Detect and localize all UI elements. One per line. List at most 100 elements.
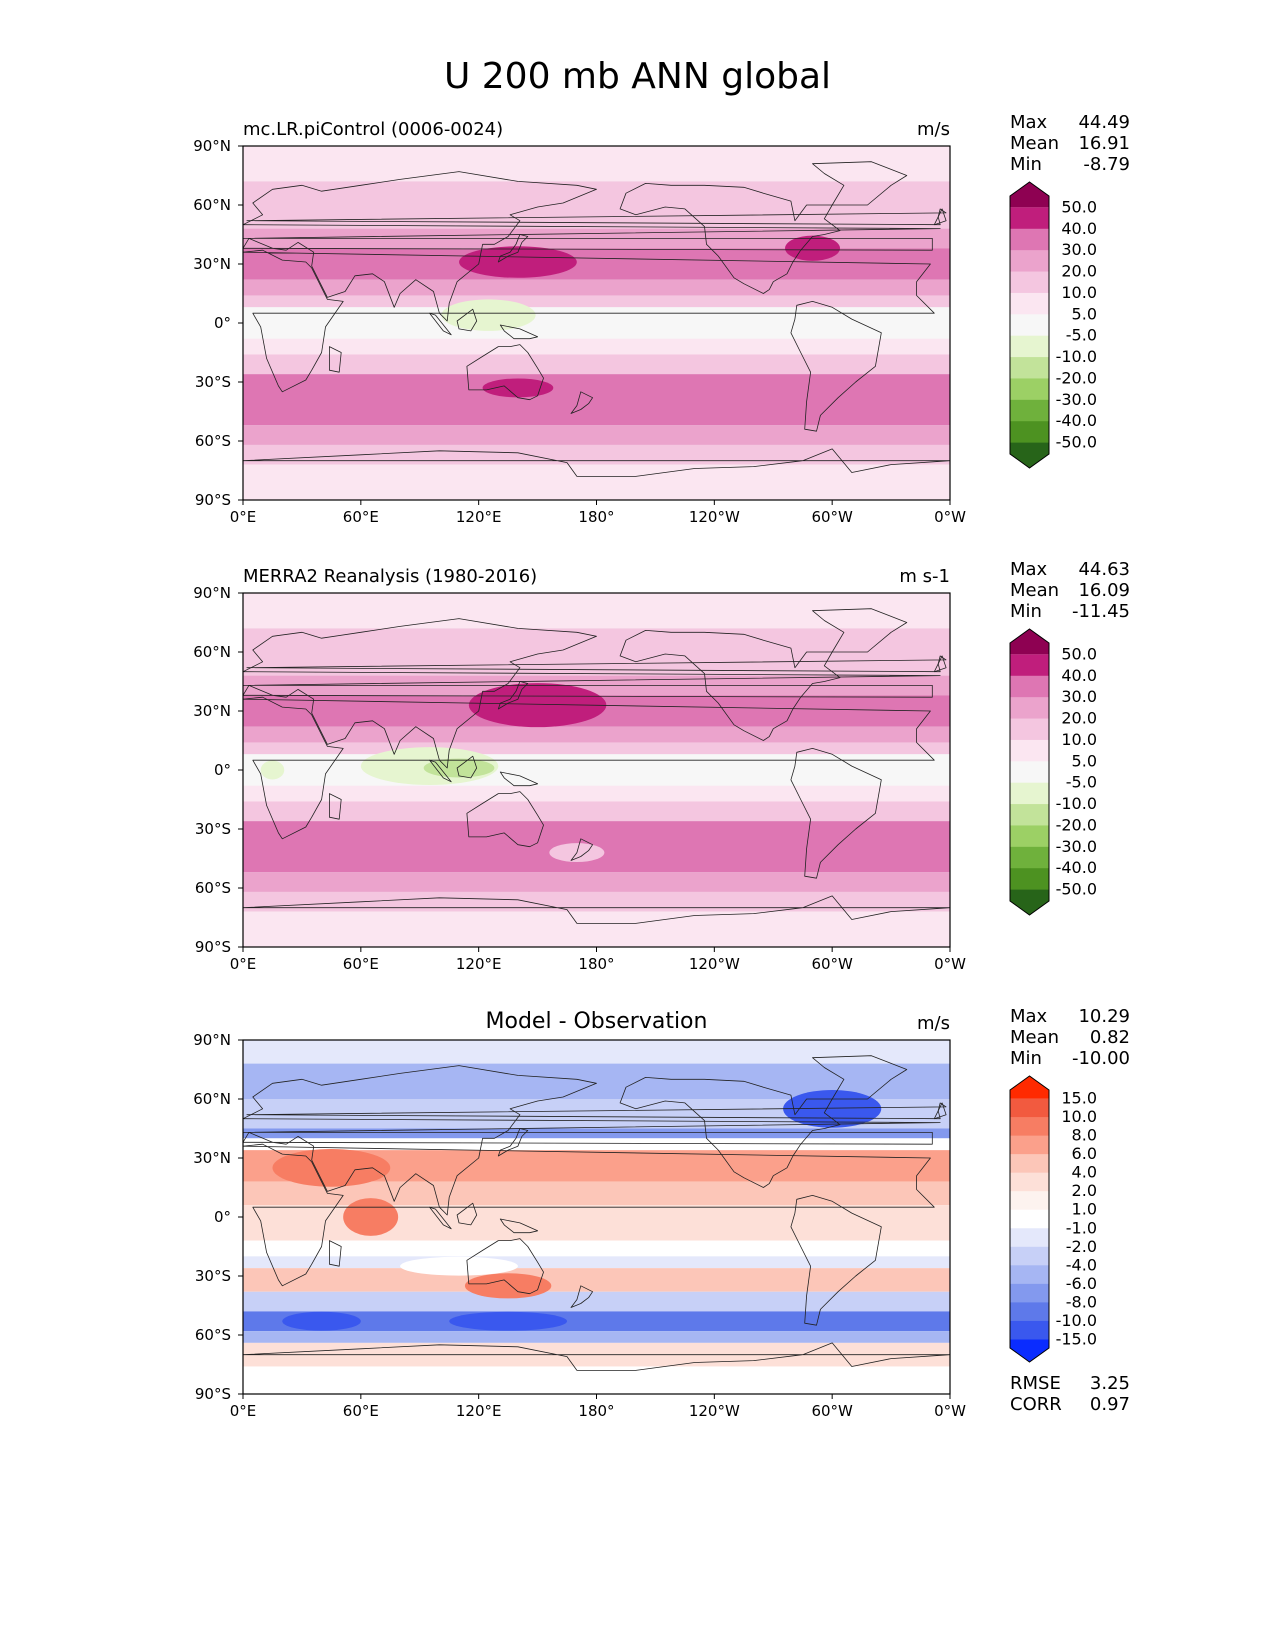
coastline-newzealand	[570, 1285, 593, 1308]
lat-tick-label: 30°N	[193, 1149, 231, 1167]
contour-band	[243, 307, 950, 339]
contour-patch	[260, 760, 285, 780]
stat-value-min: -10.00	[1072, 1048, 1130, 1069]
coastline-newguinea	[499, 324, 538, 340]
lon-tick-label: 0°W	[934, 508, 966, 526]
colorbar-label: -8.0	[1066, 1292, 1097, 1311]
stat-label-max: Max	[1010, 1006, 1048, 1027]
stat-value-max: 10.29	[1078, 1006, 1130, 1027]
lon-tick-label: 180°	[578, 1402, 614, 1420]
contour-band	[243, 754, 950, 786]
colorbar-segment	[1010, 378, 1049, 401]
contour-patch	[785, 235, 841, 261]
lat-tick-label: 60°S	[195, 432, 231, 450]
coastline-africa	[242, 1143, 935, 1287]
stat-value-mean: 16.91	[1078, 133, 1130, 154]
stat-label-max: Max	[1010, 112, 1048, 133]
coastline-australia	[466, 1238, 544, 1295]
lat-tick-label: 90°N	[193, 584, 231, 602]
colorbar-label: -30.0	[1056, 837, 1097, 856]
coastline-japan	[497, 234, 529, 263]
coastline-antarctica	[242, 448, 951, 477]
panel-reference-merra2: 90°N 60°N 30°N 0° 30°S 60°S 90°S0°E 60°E 120°E 18…	[193, 559, 1130, 973]
panel-test-model: 90°N 60°N 30°N 0° 30°S 60°S 90°S0°E 60°E 120°E 18…	[193, 112, 1130, 526]
coastline-britain2	[933, 1102, 947, 1120]
colorbar-segment	[1010, 1154, 1049, 1174]
colorbar-label: 10.0	[1061, 1107, 1097, 1126]
colorbar-label: -40.0	[1056, 858, 1097, 877]
contour-band	[243, 726, 950, 743]
lat-tick-label: 30°S	[195, 1267, 231, 1285]
lat-tick-label: 30°N	[193, 255, 231, 273]
colorbar-label: 50.0	[1061, 644, 1097, 663]
coastline-madagascar	[329, 793, 342, 820]
coastline-newguinea	[499, 771, 538, 787]
lat-tick-label: 60°N	[193, 643, 231, 661]
lat-tick-label: 30°S	[195, 820, 231, 838]
contour-patch	[423, 758, 495, 778]
contour-band	[243, 742, 950, 755]
contour-band	[243, 354, 950, 375]
coastline-sumatra	[429, 312, 452, 336]
colorbar-outline	[1009, 1075, 1050, 1363]
stat-label-mean: Mean	[1010, 133, 1059, 154]
colorbar-segment	[1010, 1283, 1049, 1303]
stat-value-max: 44.49	[1078, 112, 1130, 133]
lon-tick-label: 60°E	[343, 955, 379, 973]
colorbar-label: 10.0	[1061, 730, 1097, 749]
lon-tick-label: 120°E	[456, 508, 502, 526]
colorbar-label: 4.0	[1072, 1163, 1097, 1182]
colorbar-segment	[1010, 1339, 1049, 1362]
colorbar: 50.0 40.0 30.0 20.0 10.0 5.0 -5.0 -10.0 -20.0 -30…	[1009, 628, 1097, 916]
lat-tick-label: 90°S	[195, 491, 231, 509]
colorbar-label: -10.0	[1056, 794, 1097, 813]
colorbar-segment	[1010, 399, 1049, 422]
colorbar-label: 1.0	[1072, 1200, 1097, 1219]
coastline-greenland	[812, 1055, 908, 1100]
colorbar-segment	[1010, 421, 1049, 444]
colorbar-segment	[1010, 357, 1049, 379]
coastline-eurasia	[242, 171, 941, 322]
colorbar-label: -20.0	[1056, 368, 1097, 387]
contour-band	[243, 911, 950, 947]
contour-band	[243, 464, 950, 500]
lon-tick-label: 60°E	[343, 508, 379, 526]
colorbar-segment	[1010, 292, 1049, 315]
coastline-newzealand	[570, 838, 593, 861]
contour-band	[243, 1256, 950, 1269]
contour-band	[243, 1331, 950, 1343]
colorbar-label: -50.0	[1056, 880, 1097, 899]
colorbar-segment	[1010, 1265, 1049, 1285]
contour-band	[243, 1040, 950, 1064]
figure-title: U 200 mb ANN global	[443, 56, 832, 97]
stat-value-mean: 0.82	[1090, 1027, 1130, 1048]
colorbar-segment	[1010, 207, 1049, 230]
colorbar-label: 5.0	[1072, 304, 1097, 323]
colorbar-label: 2.0	[1072, 1181, 1097, 1200]
colorbar-label: 50.0	[1061, 197, 1097, 216]
lat-tick-label: 90°N	[193, 137, 231, 155]
lat-tick-label: 60°S	[195, 879, 231, 897]
lon-tick-label: 180°	[578, 508, 614, 526]
colorbar-segment	[1010, 1098, 1049, 1118]
lon-tick-label: 60°W	[811, 1402, 853, 1420]
lat-tick-label: 60°S	[195, 1326, 231, 1344]
colorbar-segment	[1010, 804, 1049, 826]
colorbar: 15.010.08.06.04.02.01.0-1.0-2.0-4.0-6.0-…	[1009, 1075, 1097, 1363]
contour-band	[243, 295, 950, 308]
lat-tick-label: 90°N	[193, 1031, 231, 1049]
coastline-greenland	[812, 608, 908, 653]
coastline-borneo	[456, 308, 478, 332]
coastline-eurasia	[242, 618, 941, 769]
contour-patch	[449, 1311, 568, 1331]
lon-tick-label: 0°E	[230, 955, 257, 973]
colorbar-segment	[1010, 1209, 1049, 1229]
colorbar-segment	[1010, 250, 1049, 273]
contour-patch	[343, 1198, 399, 1236]
coastline-borneo	[456, 755, 478, 779]
panel-title: MERRA2 Reanalysis (1980-2016)	[243, 566, 537, 587]
coastline-africa	[242, 696, 935, 840]
metric-value-rmse: 3.25	[1090, 1373, 1130, 1394]
colorbar-label: -5.0	[1066, 773, 1097, 792]
colorbar-segment	[1010, 654, 1049, 677]
